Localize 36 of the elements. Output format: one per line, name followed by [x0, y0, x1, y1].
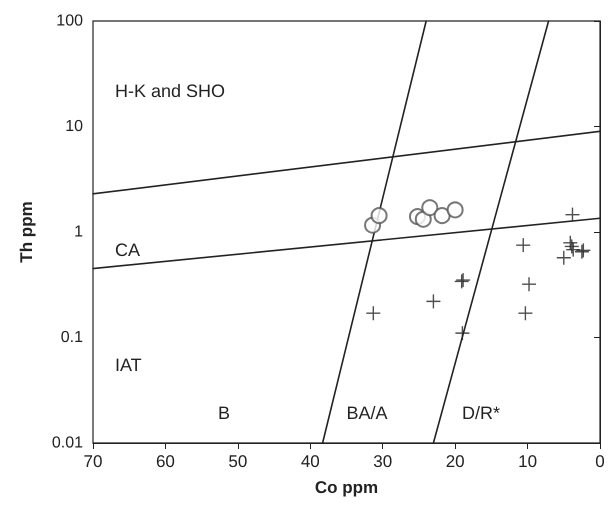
- point: [564, 206, 580, 222]
- y-tick-label: 10: [65, 118, 84, 135]
- annotation: H-K and SHO: [115, 81, 226, 101]
- y-axis-title: Th ppm: [17, 201, 36, 263]
- y-tick-label: 0.01: [52, 434, 84, 452]
- annotation: IAT: [115, 355, 142, 375]
- point: [516, 237, 531, 253]
- point: [446, 201, 464, 218]
- point: [366, 305, 381, 321]
- point: [564, 238, 580, 254]
- annotation: D/R*: [462, 403, 500, 423]
- point: [562, 235, 578, 250]
- point: [518, 305, 534, 321]
- point: [566, 242, 581, 258]
- x-axis-title: Co ppm: [314, 478, 378, 497]
- x-tick-label: 70: [84, 452, 102, 471]
- point: [556, 250, 572, 266]
- annotation: BA/A: [346, 403, 388, 423]
- point: [454, 325, 470, 341]
- x-tick-label: 50: [228, 452, 248, 471]
- y-tick-label: 100: [56, 12, 84, 30]
- x-tick-label: 20: [446, 452, 465, 471]
- point: [426, 294, 442, 310]
- annotation: B: [218, 403, 230, 423]
- point: [421, 199, 438, 216]
- x-tick-label: 0: [595, 452, 605, 471]
- y-tick-label: 0.1: [60, 329, 84, 346]
- x-tick-label: 60: [156, 452, 175, 471]
- point: [521, 276, 537, 292]
- x-tick-label: 40: [300, 452, 320, 471]
- x-tick-label: 30: [373, 452, 392, 471]
- annotation: CA: [115, 240, 140, 260]
- point: [434, 207, 451, 224]
- x-tick-label: 10: [518, 452, 538, 471]
- y-tick-label: 1: [74, 224, 84, 240]
- point: [370, 207, 388, 224]
